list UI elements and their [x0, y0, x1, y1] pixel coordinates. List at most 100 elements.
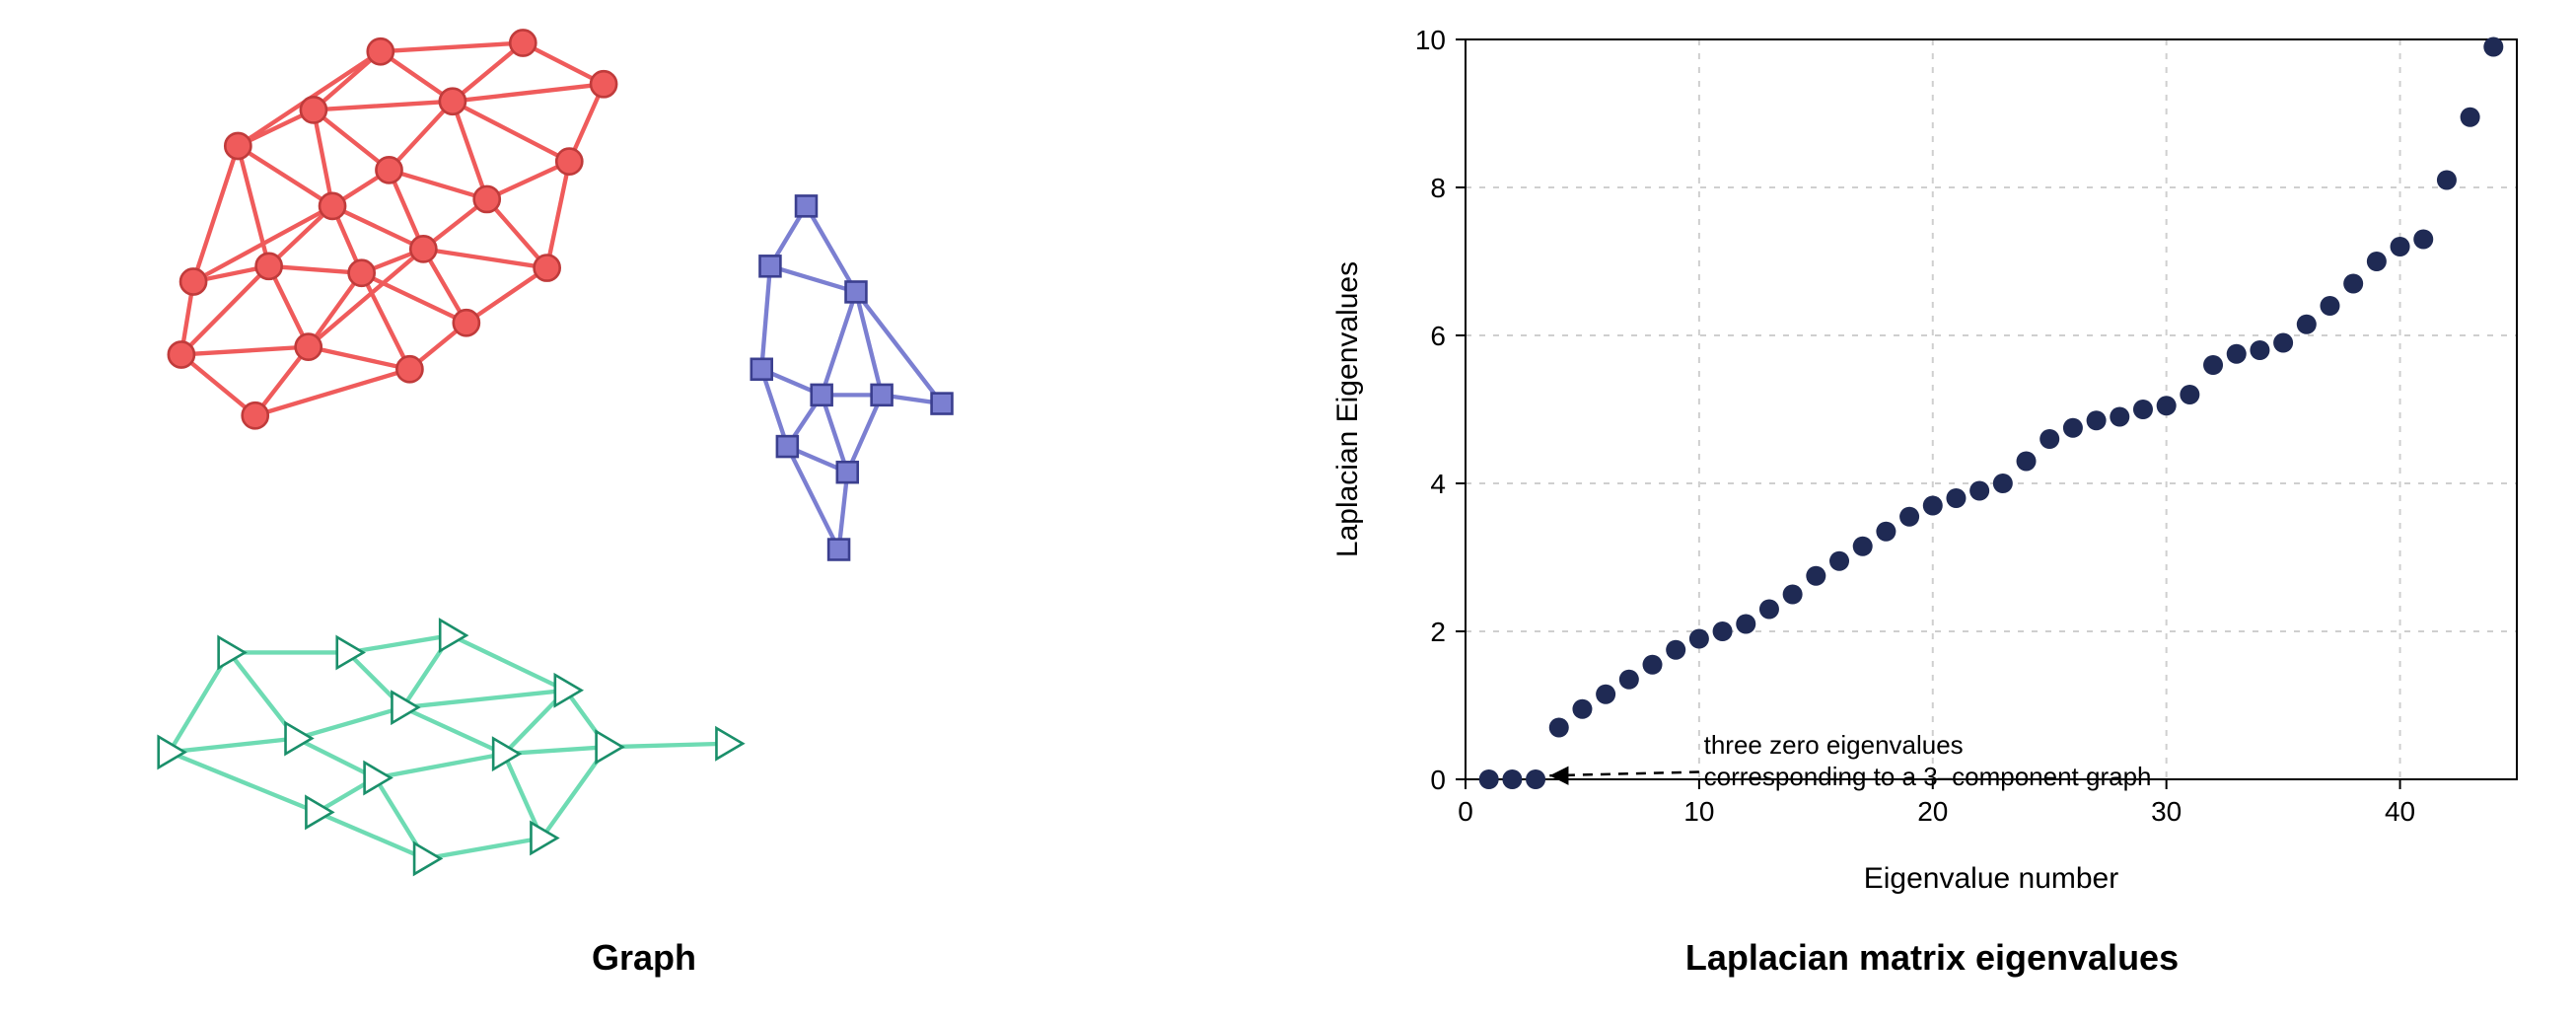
node-triangle: [555, 675, 582, 705]
data-point: [2343, 274, 2363, 294]
data-point: [1666, 640, 1685, 660]
data-point: [2413, 230, 2433, 250]
data-point: [1759, 600, 1779, 620]
data-point: [1783, 585, 1803, 605]
node-circle: [510, 30, 536, 55]
node-square: [751, 359, 772, 380]
annotation-text: corresponding to a 3–component graph: [1704, 762, 2152, 791]
node-square: [837, 462, 858, 482]
edge: [466, 268, 547, 324]
edge: [170, 752, 318, 812]
cluster-red: [169, 30, 616, 428]
edge: [348, 635, 451, 652]
node-triangle: [365, 763, 392, 793]
data-point: [1502, 769, 1522, 789]
data-point: [1572, 699, 1592, 719]
node-circle: [180, 268, 206, 294]
data-point: [1899, 507, 1919, 527]
data-point: [2180, 385, 2199, 404]
node-triangle: [306, 797, 332, 828]
node-circle: [454, 310, 479, 335]
graph-svg: [0, 0, 1288, 927]
node-circle: [410, 236, 436, 261]
annotation-arrowhead: [1549, 767, 1568, 785]
ytick-label: 0: [1430, 765, 1446, 795]
data-point: [2203, 355, 2223, 375]
data-point: [1526, 769, 1545, 789]
data-point: [1643, 655, 1663, 675]
data-point: [1923, 496, 1943, 516]
data-point: [1876, 522, 1896, 542]
node-triangle: [286, 723, 313, 754]
data-point: [1806, 566, 1825, 586]
data-point: [2039, 429, 2059, 449]
node-circle: [556, 149, 582, 175]
data-point: [2297, 315, 2317, 334]
node-triangle: [219, 637, 246, 668]
data-point: [2133, 400, 2153, 419]
node-square: [932, 394, 953, 414]
data-point: [2391, 237, 2410, 256]
data-point: [2483, 37, 2503, 57]
annotation-text: three zero eigenvalues: [1704, 730, 1964, 760]
xtick-label: 10: [1683, 796, 1714, 827]
data-point: [2250, 340, 2269, 360]
node-square: [828, 540, 849, 560]
data-point: [2017, 452, 2037, 472]
node-circle: [535, 256, 560, 281]
edge: [381, 43, 523, 52]
edge: [547, 162, 570, 268]
node-triangle: [531, 823, 557, 853]
node-circle: [243, 402, 268, 428]
node-circle: [225, 133, 250, 159]
edge: [390, 170, 487, 199]
graph-caption: Graph: [592, 937, 696, 979]
ytick-label: 2: [1430, 617, 1446, 647]
node-triangle: [414, 843, 441, 874]
edge: [453, 84, 604, 101]
data-point: [2320, 296, 2339, 316]
edge: [402, 691, 565, 707]
ytick-label: 8: [1430, 173, 1446, 203]
data-point: [2110, 407, 2129, 427]
edge: [255, 369, 410, 415]
node-circle: [591, 71, 616, 97]
data-point: [1549, 718, 1569, 738]
data-point: [1736, 615, 1755, 634]
xtick-label: 20: [1917, 796, 1948, 827]
edge: [309, 347, 410, 370]
data-point: [2157, 396, 2177, 415]
data-point: [1946, 488, 1966, 508]
edge: [761, 266, 770, 369]
edge: [181, 347, 309, 355]
edge: [425, 838, 541, 858]
node-circle: [301, 97, 326, 122]
data-point: [2087, 410, 2107, 430]
node-circle: [256, 254, 282, 279]
data-point: [1689, 629, 1709, 649]
edge: [362, 273, 410, 369]
node-square: [796, 195, 817, 216]
eigenvalue-caption: Laplacian matrix eigenvalues: [1685, 937, 2179, 979]
node-square: [812, 385, 832, 405]
data-point: [2461, 108, 2480, 127]
data-point: [2273, 333, 2293, 353]
data-point: [1713, 621, 1733, 641]
data-point: [1969, 481, 1989, 501]
node-square: [872, 385, 893, 405]
edge: [297, 707, 403, 738]
node-triangle: [159, 737, 185, 767]
node-circle: [440, 89, 465, 114]
xtick-label: 30: [2151, 796, 2182, 827]
data-point: [1993, 474, 2013, 493]
edge: [608, 744, 728, 747]
eigenvalue-chart-svg: 0102030400246810Eigenvalue numberLaplaci…: [1288, 0, 2576, 927]
ytick-label: 4: [1430, 469, 1446, 499]
edge: [170, 739, 297, 753]
node-triangle: [716, 728, 743, 759]
node-triangle: [392, 693, 418, 723]
edge: [451, 635, 566, 691]
node-circle: [296, 334, 322, 360]
node-circle: [376, 157, 401, 183]
node-triangle: [440, 620, 466, 650]
